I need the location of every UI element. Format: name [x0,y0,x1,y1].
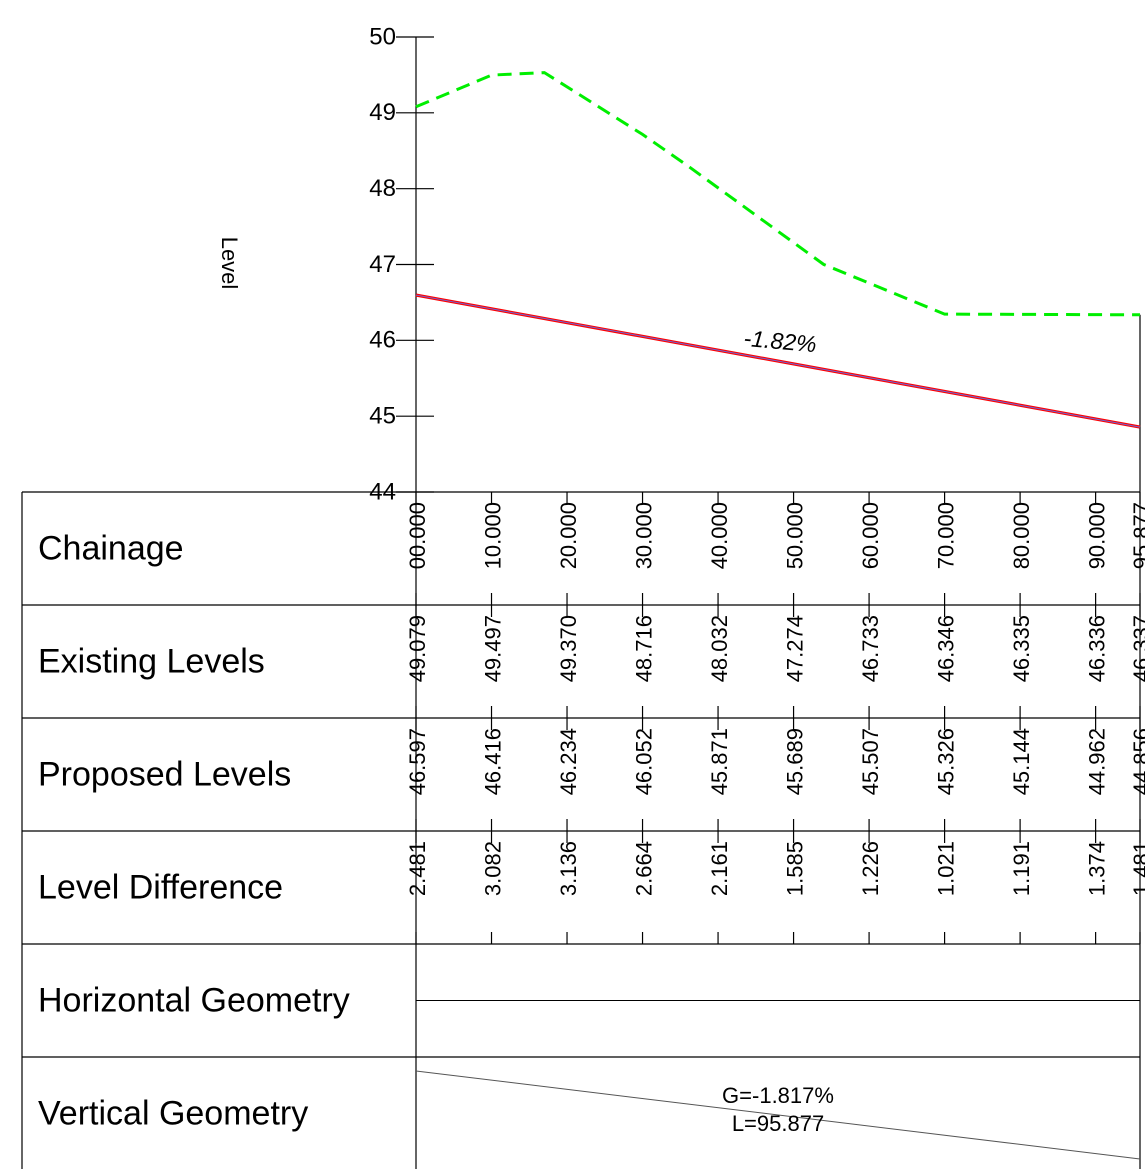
vertical-geometry-length: L=95.877 [732,1111,824,1136]
y-tick-label: 50 [369,23,396,50]
y-axis-label: Level [217,237,242,290]
cell-value: 46.335 [1009,615,1034,682]
data-table: Chainage 00.000 10.000 20.000 30.000 40.000 50… [21,491,1145,1169]
cell-value: 1.374 [1085,841,1110,896]
cell-value: 1.191 [1009,841,1034,896]
series-line-existing [415,71,1141,317]
cell-value: 10.000 [481,502,506,569]
cell-value: 95.877 [1129,502,1145,569]
cell-value: 45.871 [707,728,732,795]
cell-value: 46.416 [481,728,506,795]
cell-value: 30.000 [632,502,657,569]
vertical-geometry-grade: G=-1.817% [722,1083,834,1108]
cell-value: 48.716 [632,615,657,682]
cell-value: 45.507 [858,728,883,795]
row-label: Existing Levels [38,642,265,680]
cell-value: 00.000 [405,502,430,569]
vertical-geometry-line [415,1070,1141,1160]
y-tick-label: 46 [369,327,396,354]
cell-value: 1.585 [783,841,808,896]
row-label: Vertical Geometry [38,1094,308,1132]
row-label: Horizontal Geometry [38,981,350,1019]
y-tick-label: 48 [369,175,396,202]
y-tick-label: 45 [369,403,396,430]
cell-value: 48.032 [707,615,732,682]
cell-value: 47.274 [783,615,808,682]
cell-value: 49.370 [556,615,581,682]
cell-value: 70.000 [934,502,959,569]
cell-value: 20.000 [556,502,581,569]
grade-annotation: -1.82% [743,325,818,357]
cell-value: 46.234 [556,728,581,795]
cell-value: 80.000 [1009,502,1034,569]
cell-value: 2.664 [632,841,657,896]
cell-value: 3.082 [481,841,506,896]
cell-value: 46.052 [632,728,657,795]
cell-value: 46.597 [405,728,430,795]
cell-value: 90.000 [1085,502,1110,569]
design-line [415,294,1141,428]
cell-value: 45.689 [783,728,808,795]
cell-value: 60.000 [858,502,883,569]
cell-value: 50.000 [783,502,808,569]
row-label: Chainage [38,529,184,567]
cell-value: 2.161 [707,841,732,896]
y-tick-label: 49 [369,99,396,126]
cell-value: 40.000 [707,502,732,569]
cell-value: 1.226 [858,841,883,896]
y-tick-label: 47 [369,251,396,278]
cell-value: 1.021 [934,841,959,896]
cell-value: 46.337 [1129,615,1145,682]
cell-value: 1.481 [1129,841,1145,896]
cell-value: 46.346 [934,615,959,682]
cell-value: 49.497 [481,615,506,682]
cell-value: 44.962 [1085,728,1110,795]
cell-value: 45.144 [1009,728,1034,795]
cell-value: 46.336 [1085,615,1110,682]
cell-value: 46.733 [858,615,883,682]
cell-value: 45.326 [934,728,959,795]
cell-value: 2.481 [405,841,430,896]
cell-value: 49.079 [405,615,430,682]
row-label: Proposed Levels [38,755,291,793]
cell-value: 44.856 [1129,728,1145,795]
cell-value: 3.136 [556,841,581,896]
row-label: Level Difference [38,868,283,906]
